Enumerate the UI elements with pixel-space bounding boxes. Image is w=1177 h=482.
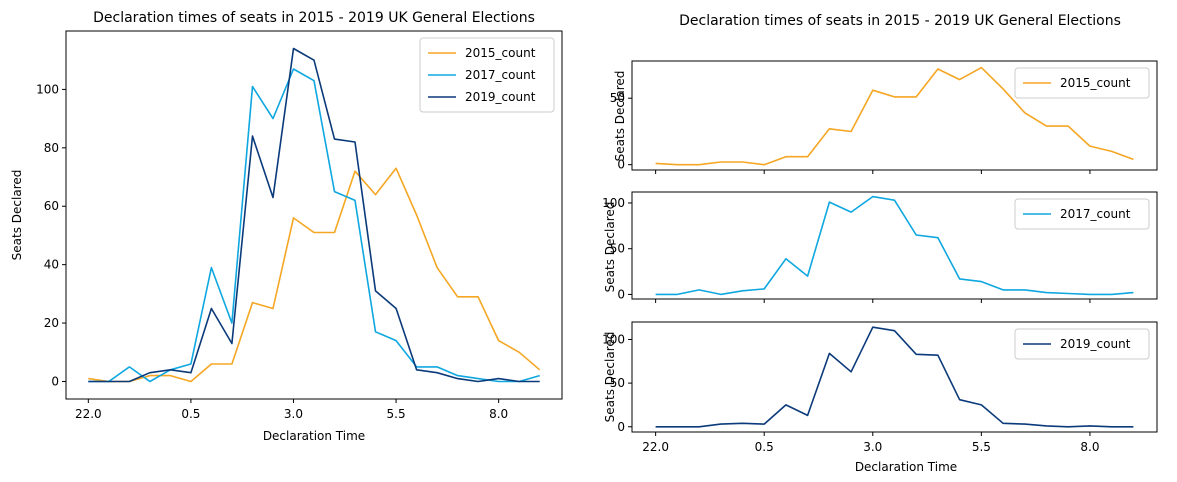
right-figure-title: Declaration times of seats in 2015 - 201… [679,13,1121,29]
main-y-tick-label: 20 [44,316,59,330]
main-x-tick-label: 5.5 [387,407,406,421]
main-x-tick-label: 3.0 [284,407,303,421]
subplot-1-y-tick-label: 50 [610,242,625,256]
main-y-tick-label: 0 [51,374,59,388]
main-chart-title: Declaration times of seats in 2015 - 201… [93,10,535,26]
legend-label: 2019_count [1060,337,1131,351]
legend-box [419,37,555,113]
main-x-tick-label: 0.5 [181,407,200,421]
subplot-2019: 0 50 100 22.0 0.5 3.0 5.5 8.0 Seats Declared 20… [602,321,1158,474]
legend-label: 2015_count [1060,76,1131,90]
main-chart: Declaration times of seats in 2015 - 201… [10,10,563,443]
legend-box [1014,198,1150,230]
right-x-axis-label: Declaration Time [855,460,957,474]
subplot-2015-legend: 2015_count [1014,67,1150,99]
subplot-2-y-tick-label: 0 [617,420,625,434]
subplot-2-x-tick-label: 0.5 [755,440,774,454]
subplot-2-y-tick-label: 50 [610,376,625,390]
subplot-1-y-tick-label: 100 [602,196,625,210]
series-line-2017-count [88,68,540,383]
series-line-2015-count [655,66,1134,166]
right-figure: Declaration times of seats in 2015 - 201… [602,13,1158,474]
legend-box [1014,328,1150,360]
main-x-tick-label: 8.0 [489,407,508,421]
subplot-2019-frame [631,321,1158,433]
main-axes-frame [65,30,563,400]
main-y-tick-label: 40 [44,258,59,272]
legend-label: 2015_count [465,46,536,60]
main-x-axis-label: Declaration Time [263,429,365,443]
subplot-2-x-tick-label: 5.5 [972,440,991,454]
main-y-tick-label: 60 [44,199,59,213]
subplot-2-x-tick-label: 8.0 [1080,440,1099,454]
subplot-2017-plot-area: 0 50 100 [602,195,1134,303]
subplot-2015-y-axis-label: Seats Declared [613,71,627,162]
subplot-2-x-tick-label: 3.0 [863,440,882,454]
subplot-0-y-tick-label: 50 [610,91,625,105]
series-line-2019-count [655,326,1134,428]
subplot-2017-frame [631,191,1158,300]
subplot-2-y-tick-label: 100 [602,332,625,346]
main-y-tick-label: 80 [44,141,59,155]
series-line-2015-count [88,167,541,383]
subplot-2019-plot-area: 0 50 100 22.0 0.5 3.0 5.5 8.0 [602,326,1134,454]
subplot-2017-legend: 2017_count [1014,198,1150,230]
subplot-2015-plot-area: 0 50 [610,66,1134,174]
subplot-2017-y-axis-label: Seats Declared [603,202,617,293]
main-plot-area: 0 20 40 60 80 100 22.0 0.5 3.0 5.5 8.0 [36,47,541,421]
series-line-2019-count [88,47,540,383]
subplot-0-y-tick-label: 0 [617,158,625,172]
main-y-tick-label: 100 [36,82,59,96]
subplot-2015-frame [631,60,1158,171]
subplot-2-x-tick-label: 22.0 [642,440,669,454]
subplot-1-y-tick-label: 0 [617,287,625,301]
series-line-2017-count [655,195,1134,296]
legend-label: 2017_count [465,68,536,82]
subplot-2015: 0 50 Seats Declared 2015_count [610,60,1158,174]
legend-label: 2017_count [1060,207,1131,221]
subplot-2019-y-axis-label: Seats Declared [603,332,617,423]
subplot-2017: 0 50 100 Seats Declared 2017_count [602,191,1158,303]
legend-box [1014,67,1150,99]
legend-label: 2019_count [465,90,536,104]
main-legend: 2015_count 2017_count 2019_count [419,37,555,113]
main-y-axis-label: Seats Declared [10,170,24,261]
main-x-tick-label: 22.0 [75,407,102,421]
subplot-2019-legend: 2019_count [1014,328,1150,360]
